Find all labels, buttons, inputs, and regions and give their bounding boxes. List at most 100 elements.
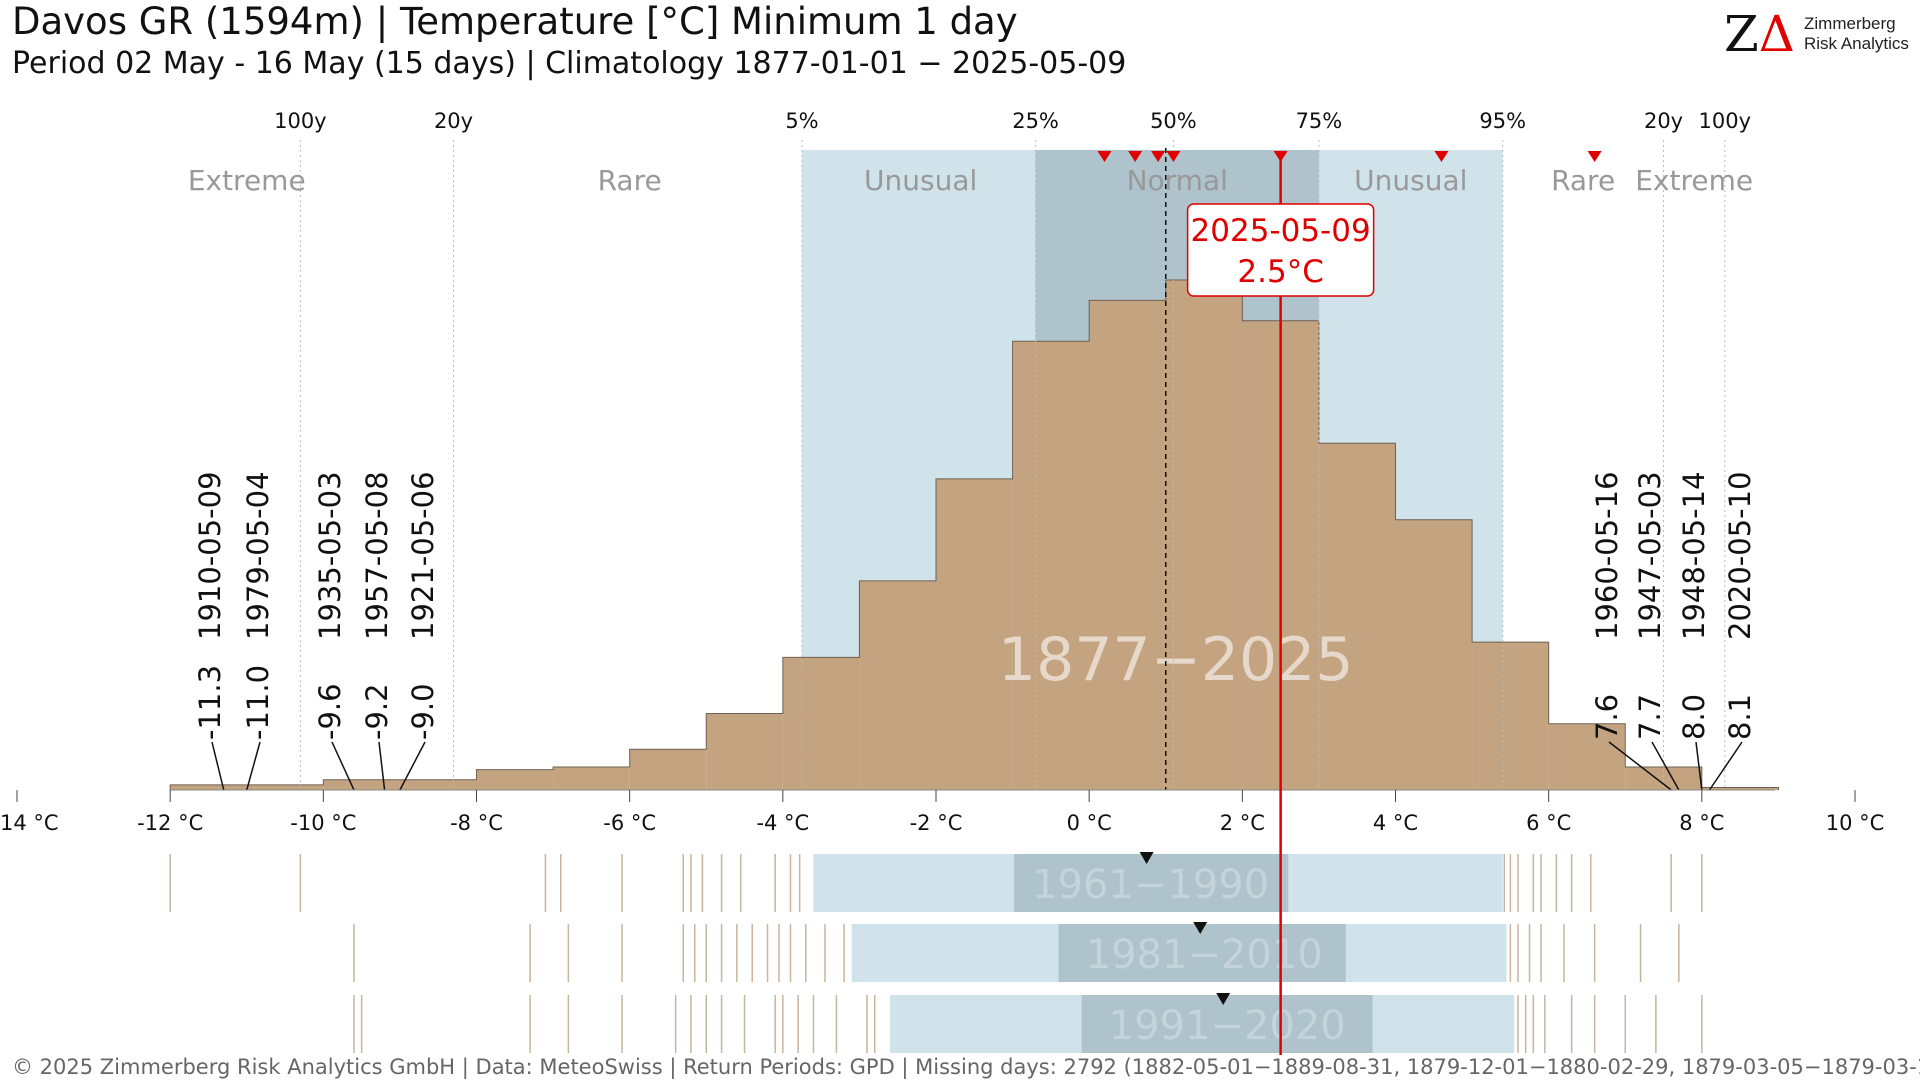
x-axis: 14 °C -12 °C -10 °C -8 °C -6 °C -4 °C -2 °C 0 °…: [0, 789, 1885, 835]
extreme-value-label: -9.2: [360, 683, 394, 740]
histogram-bar: [629, 749, 707, 790]
x-tick-label: -4 °C: [756, 811, 809, 835]
percentile-label: 100y: [1699, 109, 1752, 133]
x-tick-label: 8 °C: [1679, 811, 1724, 835]
histogram-bar: [399, 779, 477, 790]
histogram-bar: [1089, 300, 1166, 790]
extreme-leader-line: [1608, 741, 1672, 791]
class-label: Unusual: [864, 164, 977, 197]
logo-mark: ZΔ: [1724, 5, 1795, 63]
footer-credits: © 2025 Zimmerberg Risk Analytics GmbH | …: [12, 1055, 1920, 1079]
extreme-date-label: 1921-05-06: [406, 471, 440, 640]
histogram-bar: [1472, 642, 1549, 790]
x-tick-label: 4 °C: [1373, 811, 1418, 835]
extreme-value-label: -9.0: [406, 683, 440, 740]
extreme-date-label: 1979-05-04: [241, 471, 275, 640]
extreme-date-label: 1960-05-16: [1590, 471, 1624, 640]
chart-subtitle: Period 02 May - 16 May (15 days) | Clima…: [12, 46, 1127, 81]
current-value: 2025-05-09 2.5°C: [1186, 151, 1375, 1055]
percentile-label: 50%: [1150, 109, 1197, 133]
histogram-bar: [1625, 767, 1702, 790]
class-label: Extreme: [188, 164, 306, 197]
x-tick-label: -12 °C: [137, 811, 203, 835]
reference-normal-band: [1014, 854, 1289, 912]
chart-title: Davos GR (1594m) | Temperature [°C] Mini…: [12, 0, 1018, 43]
histogram-bar: [476, 769, 554, 790]
extreme-date-label: 1957-05-08: [360, 471, 394, 640]
class-label: Extreme: [1635, 164, 1753, 197]
extreme-leader-line: [399, 741, 426, 791]
percentile-label: 5%: [785, 109, 818, 133]
recent-year-marker: [1151, 151, 1166, 162]
percentile-label: 25%: [1012, 109, 1059, 133]
reference-period-label: 1991−2020: [1109, 1003, 1346, 1049]
x-tick-label: -8 °C: [450, 811, 503, 835]
histogram-bar: [706, 713, 783, 790]
reference-normal-band: [1081, 995, 1373, 1053]
reference-median-marker: [1139, 852, 1154, 864]
x-tick-label: 14 °C: [0, 811, 59, 835]
percentile-label: 20y: [434, 109, 473, 133]
class-label: Unusual: [1354, 164, 1467, 197]
histogram: 1877−2025: [169, 279, 1779, 790]
period-watermark: 1877−2025: [998, 625, 1354, 695]
extreme-value-label: 8.1: [1723, 694, 1757, 740]
recent-year-marker: [1097, 151, 1112, 162]
current-date-label: 2025-05-09: [1191, 213, 1371, 249]
percentile-label: 20y: [1644, 109, 1683, 133]
extreme-date-label: 2020-05-10: [1723, 471, 1757, 640]
histogram-outline: [169, 279, 1779, 790]
percentile-label: 95%: [1479, 109, 1526, 133]
logo-line-1: Zimmerberg: [1804, 14, 1896, 33]
extreme-leader-line: [331, 741, 355, 791]
reference-median-marker: [1216, 993, 1231, 1005]
histogram-bar: [782, 657, 860, 790]
extreme-date-label: 1935-05-03: [313, 471, 347, 640]
extreme-value-label: 8.0: [1677, 694, 1711, 740]
reference-periods: 1961−1990 1981−2010 1991−2020: [169, 852, 1703, 1053]
percentile-label: 75%: [1296, 109, 1343, 133]
x-tick-label: 2 °C: [1220, 811, 1265, 835]
reference-period-label: 1981−2010: [1086, 932, 1323, 978]
percentile-label: 100y: [274, 109, 327, 133]
x-tick-label: -6 °C: [603, 811, 656, 835]
extreme-leader-line: [246, 741, 261, 791]
x-tick-label: 0 °C: [1067, 811, 1112, 835]
extreme-event-labels: 1910-05-09 -11.3 1979-05-04 -11.0 1935-05-03…: [193, 471, 1757, 791]
extreme-leader-line: [1695, 741, 1703, 791]
recent-year-markers: [1097, 151, 1602, 162]
reference-median-marker: [1193, 922, 1208, 934]
extreme-date-label: 1948-05-14: [1677, 471, 1711, 640]
current-value-label: 2.5°C: [1237, 254, 1323, 290]
x-tick-label: 10 °C: [1826, 811, 1885, 835]
extreme-date-label: 1910-05-09: [193, 471, 227, 640]
extreme-value-label: 7.7: [1633, 694, 1667, 740]
histogram-bar: [1395, 519, 1473, 790]
percentile-labels: 100y 20y 5% 25% 50% 75% 95% 20y 100y: [274, 109, 1751, 133]
histogram-bar: [1318, 443, 1396, 790]
histogram-bar: [859, 580, 936, 790]
class-labels: Extreme Rare Unusual Normal Unusual Rare Extre…: [188, 164, 1753, 197]
extreme-value-label: 7.6: [1590, 694, 1624, 740]
logo-line-2: Risk Analytics: [1804, 34, 1909, 53]
reference-period-label: 1961−1990: [1032, 862, 1269, 908]
histogram-bar: [936, 478, 1013, 790]
recent-year-marker: [1166, 151, 1181, 162]
recent-year-marker: [1434, 151, 1449, 162]
recent-year-marker: [1587, 151, 1602, 162]
logo-text: Zimmerberg Risk Analytics: [1804, 14, 1909, 54]
class-label: Normal: [1127, 164, 1228, 197]
extreme-date-label: 1947-05-03: [1633, 471, 1667, 640]
extreme-leader-line: [211, 741, 225, 791]
extreme-value-label: -11.3: [193, 665, 227, 740]
histogram-bar: [323, 779, 400, 790]
histogram-bar: [246, 784, 324, 790]
company-logo: ZΔ Zimmerberg Risk Analytics: [1724, 8, 1914, 60]
extreme-leader-line: [1708, 741, 1743, 791]
extreme-value-label: -9.6: [313, 683, 347, 740]
percentile-lines: [299, 140, 1726, 790]
extreme-leader-line: [378, 741, 386, 791]
histogram-bar: [1701, 787, 1779, 790]
class-label: Rare: [598, 164, 662, 197]
